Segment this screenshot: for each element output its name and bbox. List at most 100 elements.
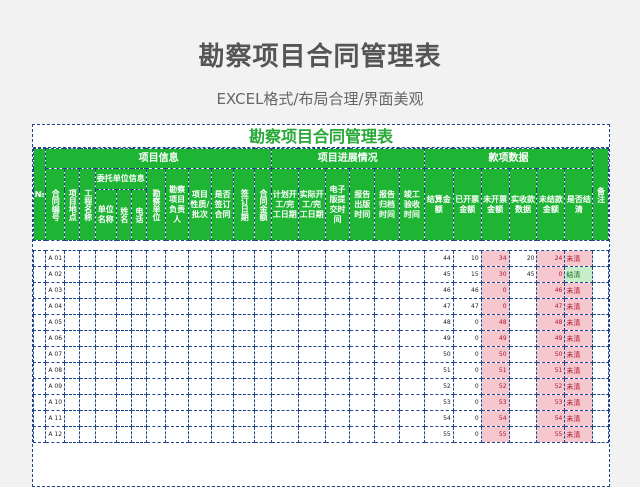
cell[interactable]: [233, 266, 256, 283]
cell[interactable]: [165, 314, 189, 331]
header-name[interactable]: 姓名: [115, 189, 133, 241]
cell[interactable]: [324, 346, 351, 363]
cell[interactable]: [33, 410, 47, 427]
cell[interactable]: [79, 426, 96, 443]
cell-uninvoiced[interactable]: 0: [480, 298, 510, 315]
cell-outstanding[interactable]: 52: [536, 378, 566, 395]
cell-invoiced[interactable]: 0: [452, 426, 482, 443]
cell[interactable]: [349, 250, 376, 267]
cell[interactable]: [592, 266, 609, 283]
header-project-nature[interactable]: 项目性质/批次: [188, 168, 212, 241]
cell[interactable]: [188, 250, 212, 267]
cell[interactable]: [145, 314, 167, 331]
cell-settle-amount[interactable]: 50: [423, 346, 454, 363]
cell[interactable]: [165, 298, 189, 315]
cell[interactable]: [188, 346, 212, 363]
cell[interactable]: [270, 362, 299, 379]
cell[interactable]: [592, 298, 609, 315]
cell[interactable]: [297, 250, 326, 267]
cell-settle-amount[interactable]: 48: [423, 314, 454, 331]
cell[interactable]: [210, 394, 235, 411]
cell[interactable]: [254, 378, 272, 395]
cell[interactable]: [64, 426, 81, 443]
cell[interactable]: [115, 314, 133, 331]
cell[interactable]: [94, 378, 117, 395]
cell-settle-amount[interactable]: 55: [423, 426, 454, 443]
cell-outstanding[interactable]: 54: [536, 410, 566, 427]
cell-settle-amount[interactable]: 46: [423, 282, 454, 299]
header-client[interactable]: 委托单位信息: [94, 168, 147, 190]
cell[interactable]: [64, 346, 81, 363]
cell[interactable]: [233, 314, 256, 331]
cell-received[interactable]: [508, 282, 538, 299]
cell[interactable]: [145, 426, 167, 443]
cell[interactable]: [94, 266, 117, 283]
cell-uninvoiced[interactable]: 0: [480, 282, 510, 299]
cell[interactable]: [233, 250, 256, 267]
cell[interactable]: [349, 378, 376, 395]
cell[interactable]: [349, 362, 376, 379]
cell[interactable]: [115, 410, 133, 427]
cell-uninvoiced[interactable]: 52: [480, 378, 510, 395]
cell[interactable]: [349, 298, 376, 315]
cell[interactable]: [297, 378, 326, 395]
cell-contract-no[interactable]: A 07: [45, 346, 65, 363]
cell[interactable]: [188, 282, 212, 299]
cell[interactable]: [165, 282, 189, 299]
cell-outstanding[interactable]: 46: [536, 282, 566, 299]
cell[interactable]: [374, 298, 400, 315]
cell[interactable]: [131, 330, 147, 347]
cell[interactable]: [349, 314, 376, 331]
cell[interactable]: [115, 298, 133, 315]
cell[interactable]: [145, 282, 167, 299]
cell-invoiced[interactable]: 0: [452, 378, 482, 395]
cell[interactable]: [270, 250, 299, 267]
cell[interactable]: [324, 266, 351, 283]
cell-contract-no[interactable]: A 12: [45, 426, 65, 443]
cell[interactable]: [374, 410, 400, 427]
cell[interactable]: [165, 426, 189, 443]
cell[interactable]: [165, 346, 189, 363]
cell-outstanding[interactable]: 50: [536, 346, 566, 363]
cell[interactable]: [233, 298, 256, 315]
cell[interactable]: [592, 378, 609, 395]
cell[interactable]: [254, 346, 272, 363]
cell[interactable]: [210, 250, 235, 267]
cell[interactable]: [324, 378, 351, 395]
cell[interactable]: [79, 362, 96, 379]
cell[interactable]: [165, 266, 189, 283]
header-e-submit[interactable]: 电子版提交时间: [324, 168, 351, 241]
cell[interactable]: [33, 330, 47, 347]
cell[interactable]: [64, 266, 81, 283]
cell[interactable]: [254, 298, 272, 315]
cell[interactable]: [297, 298, 326, 315]
cell-settled-status[interactable]: 未清: [564, 426, 594, 443]
cell[interactable]: [131, 346, 147, 363]
cell[interactable]: [64, 282, 81, 299]
cell[interactable]: [33, 378, 47, 395]
cell[interactable]: [33, 282, 47, 299]
cell[interactable]: [145, 346, 167, 363]
cell[interactable]: [79, 298, 96, 315]
cell[interactable]: [145, 250, 167, 267]
cell[interactable]: [349, 330, 376, 347]
header-settle-amount[interactable]: 结算金额: [423, 168, 454, 241]
cell-received[interactable]: 20: [508, 250, 538, 267]
header-settled[interactable]: 是否结清: [564, 168, 594, 241]
sheet-title[interactable]: 勘察项目合同管理表: [33, 125, 609, 148]
cell[interactable]: [374, 250, 400, 267]
cell[interactable]: [297, 314, 326, 331]
cell[interactable]: [115, 266, 133, 283]
cell-received[interactable]: [508, 330, 538, 347]
cell-uninvoiced[interactable]: 53: [480, 394, 510, 411]
cell[interactable]: [374, 282, 400, 299]
cell[interactable]: [115, 346, 133, 363]
cell[interactable]: [254, 250, 272, 267]
cell-settle-amount[interactable]: 53: [423, 394, 454, 411]
cell[interactable]: [188, 314, 212, 331]
cell[interactable]: [254, 282, 272, 299]
cell[interactable]: [131, 362, 147, 379]
header-sign-date[interactable]: 签订日期: [233, 168, 256, 241]
cell[interactable]: [349, 346, 376, 363]
cell[interactable]: [324, 330, 351, 347]
